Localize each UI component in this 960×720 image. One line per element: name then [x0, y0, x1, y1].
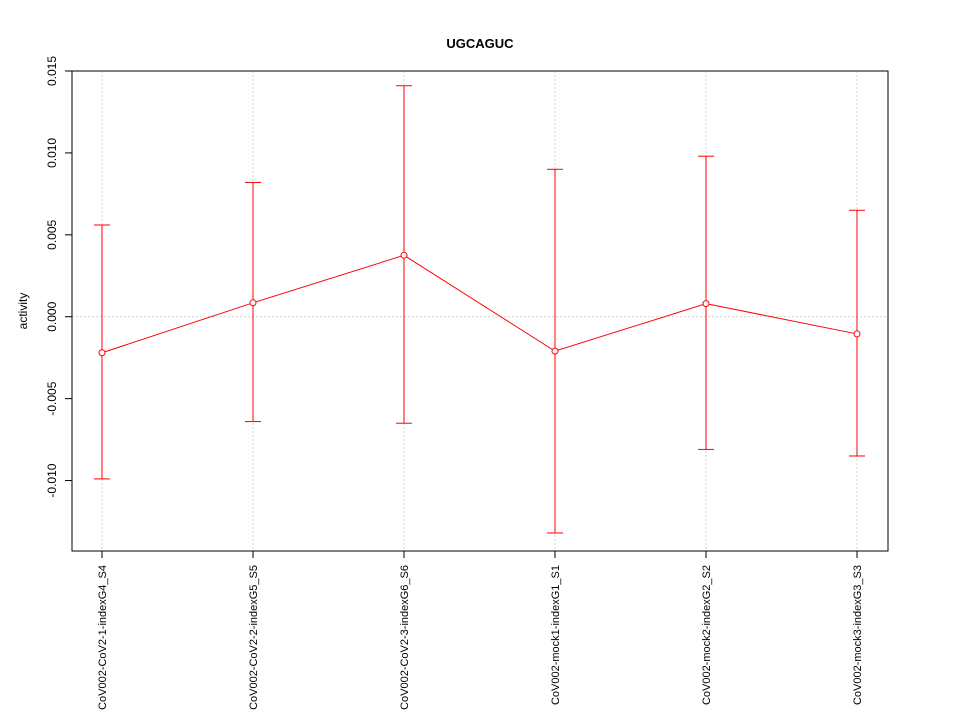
x-tick-label: CoV002-mock2-indexG2_S2 [701, 565, 713, 705]
x-tick-label: CoV002-CoV2-1-indexG4_S4 [97, 565, 109, 710]
series-line [101, 254, 858, 354]
data-point [551, 347, 559, 355]
data-point [853, 330, 861, 338]
data-point [702, 300, 710, 308]
x-tick-label: CoV002-mock3-indexG3_S3 [852, 565, 864, 705]
data-marks [94, 85, 865, 534]
chart-title: UGCAGUC [446, 36, 514, 51]
y-tick-label: 0.015 [45, 56, 59, 86]
axes: -0.010 -0.005 0.000 0.005 0.010 0.015 CoV002-C… [45, 56, 864, 710]
y-tick-label: 0.000 [45, 301, 59, 331]
x-tick-label: CoV002-mock1-indexG1_S1 [550, 565, 562, 705]
y-tick-label: 0.010 [45, 138, 59, 168]
y-tick-label: 0.005 [45, 219, 59, 249]
y-tick-label: -0.005 [45, 381, 59, 415]
data-point [400, 251, 408, 259]
plot-frame [71, 70, 889, 552]
data-point [98, 349, 106, 357]
x-tick-label: CoV002-CoV2-3-indexG6_S6 [399, 565, 411, 710]
data-point [249, 299, 257, 307]
y-axis-label: activity [16, 293, 30, 330]
y-tick-label: -0.010 [45, 463, 59, 497]
gridlines [72, 71, 888, 551]
x-tick-label: CoV002-CoV2-2-indexG5_S5 [248, 565, 260, 710]
